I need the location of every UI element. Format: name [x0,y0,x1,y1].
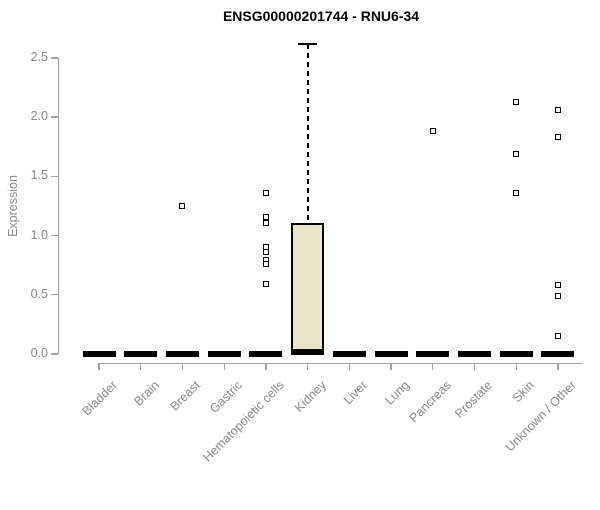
x-tick [557,363,559,370]
x-tick [307,363,309,370]
outlier-point [554,292,561,299]
median-line [291,348,325,355]
median-line [82,351,116,357]
median-line [332,351,366,357]
outlier-point [262,219,269,226]
x-axis-line [98,363,583,365]
outlier-point [262,260,269,267]
x-tick [265,363,267,370]
y-tick [51,234,58,237]
x-tick [432,363,434,370]
y-tick-label: 2.0 [30,109,48,124]
outlier-point [513,189,520,196]
outlier-point [554,282,561,289]
x-tick [140,363,142,370]
median-line [249,351,283,357]
y-tick-label: 0.0 [30,346,48,360]
outlier-point [513,150,520,157]
y-tick [51,294,58,296]
x-tick [348,363,351,370]
x-tick [390,363,392,370]
outlier-point [429,128,436,135]
x-tick [515,363,517,370]
outlier-point [554,333,561,340]
y-axis-line [58,57,60,354]
outlier-point [262,213,269,220]
x-tick [473,363,476,370]
median-line [207,351,241,357]
x-tick [181,363,184,370]
chart-title: ENSG00000201744 - RNU6-34 [222,8,420,24]
median-line [124,351,158,357]
median-line [541,351,575,357]
outlier-point [554,134,561,141]
y-tick-label: 2.5 [30,49,48,64]
y-tick [51,116,58,118]
box [291,222,325,352]
whisker [306,43,309,223]
median-line [374,351,408,357]
y-tick [51,353,58,355]
median-line [499,351,533,357]
outlier-point [179,202,186,209]
median-line [457,351,491,357]
median-line [165,351,199,357]
median-line [416,351,450,357]
y-axis-title: Expression [6,175,20,237]
y-tick [51,175,58,177]
outlier-point [262,189,269,196]
outlier-point [262,249,269,256]
outlier-point [262,281,269,288]
y-tick-label: 0.5 [30,286,48,301]
outlier-point [554,106,561,113]
y-tick-label: 1.5 [30,168,48,183]
x-tick [223,363,225,370]
y-tick [51,57,58,59]
y-tick-label: 1.0 [30,227,48,242]
x-tick [98,363,100,370]
whisker-cap [298,42,318,46]
outlier-point [513,98,520,105]
